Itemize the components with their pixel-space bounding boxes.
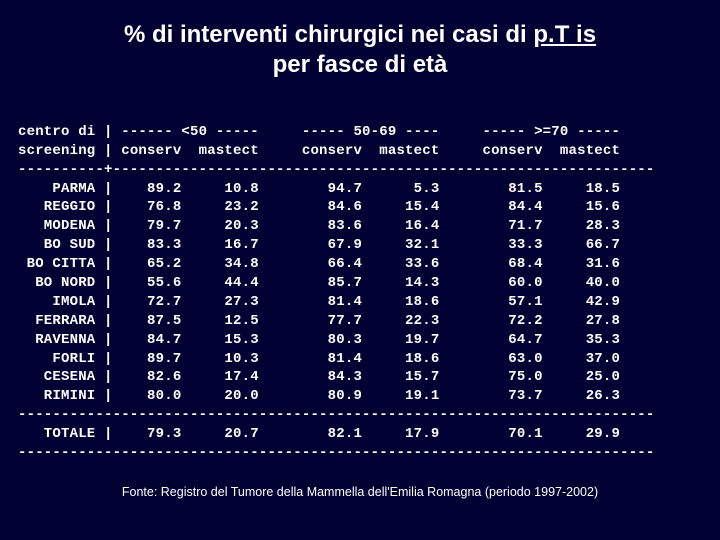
title-line1-prefix: % di interventi chirurgici nei casi di [124,21,533,48]
table-total-row: TOTALE | 79.3 20.7 82.1 17.9 70.1 29.9 [18,426,620,442]
data-table: centro di | ------ <50 ----- ----- 50-69… [18,104,702,463]
table-hr-1: ----------------------------------------… [18,407,655,423]
source-note: Fonte: Registro del Tumore della Mammell… [18,485,702,499]
table-hr-2: ----------------------------------------… [18,445,655,461]
title-line2: per fasce di età [273,51,448,78]
table-body: PARMA | 89.2 10.8 94.7 5.3 81.5 18.5 REG… [18,181,620,405]
table-separator: ----------+-----------------------------… [18,162,655,178]
slide-title: % di interventi chirurgici nei casi di p… [18,20,702,80]
slide: % di interventi chirurgici nei casi di p… [0,0,720,540]
table-header-1: centro di | ------ <50 ----- ----- 50-69… [18,124,620,140]
title-line1-underlined: p.T is [533,21,596,48]
table-header-2: screening | conserv mastect conserv mast… [18,143,620,159]
